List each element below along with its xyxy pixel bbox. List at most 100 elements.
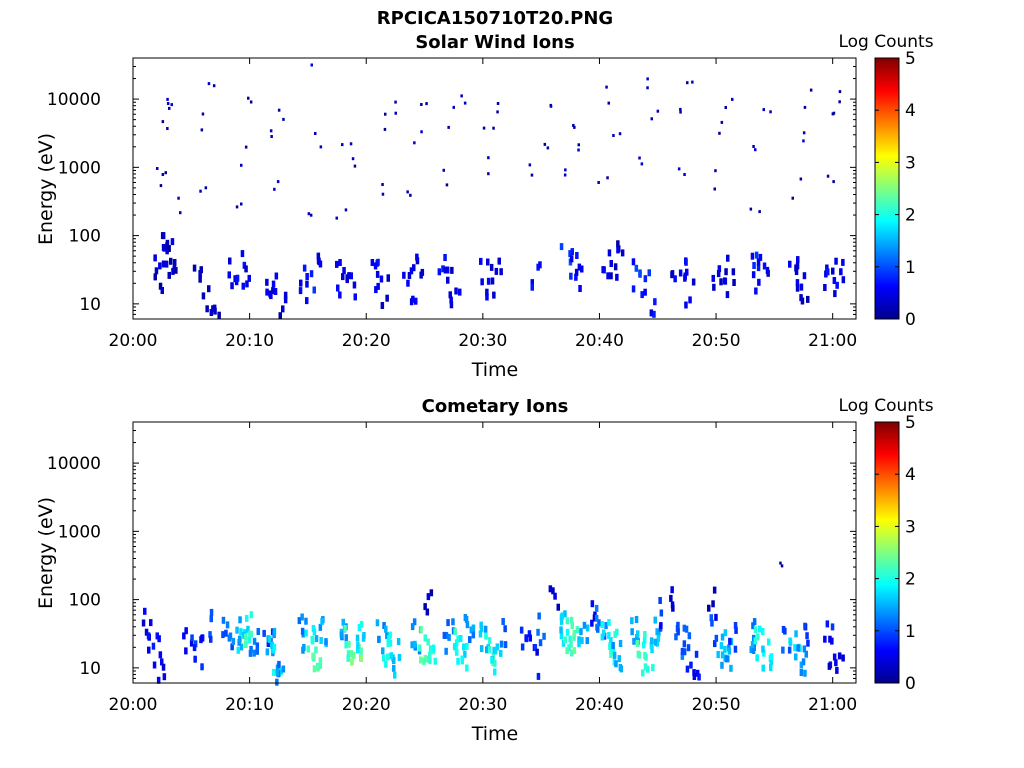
heatmap-cell [353,164,357,168]
heatmap-cell [638,269,642,277]
heatmap-cell [244,145,248,149]
heatmap-cell [720,661,724,669]
heatmap-cell [559,632,564,640]
heatmap-cell [590,600,595,608]
heatmap-cell [732,279,736,286]
heatmap-cell [146,632,151,640]
heatmap-cell [832,111,836,115]
heatmap-cell [274,272,279,280]
heatmap-cell [425,608,430,616]
heatmap-cell [442,631,447,639]
heatmap-cell [799,661,804,669]
heatmap-cell [825,264,829,272]
heatmap-cell [228,257,232,265]
heatmap-cell [832,653,837,661]
heatmap-cell [549,104,553,108]
heatmap-cell [278,312,282,320]
colorbar-tick-label: 2 [905,206,916,226]
heatmap-cell [597,619,601,627]
heatmap-cell [496,110,499,114]
heatmap-cell [160,658,164,666]
heatmap-cell [720,120,724,124]
heatmap-cell [635,634,639,641]
x-tick-label: 20:00 [109,695,158,715]
heatmap-cell [426,593,431,601]
heatmap-cell [265,288,269,296]
heatmap-cell [769,653,774,661]
heatmap-cell [642,636,647,644]
heatmap-cell [575,626,580,634]
heatmap-cell [799,283,804,291]
heatmap-cell [413,141,416,145]
heatmap-cell [649,642,654,650]
heatmap-cell [198,270,202,277]
heatmap-cell [272,627,277,635]
heatmap-cell [618,132,622,136]
heatmap-cell [680,652,685,660]
heatmap-cell [242,261,247,269]
heatmap-cell [412,618,417,626]
colorbar-tick-label: 3 [905,517,916,537]
heatmap-cell [604,622,608,629]
heatmap-cell [339,631,344,639]
heatmap-cell [276,180,280,184]
x-tick-label: 20:30 [458,695,507,715]
heatmap-cell [769,657,773,665]
heatmap-cell [306,645,310,653]
heatmap-cell [716,270,721,278]
heatmap-cell [386,640,390,647]
heatmap-cell [305,273,309,280]
heatmap-cell [314,646,318,654]
x-tick-label: 20:40 [575,331,624,351]
heatmap-cell [616,240,620,248]
heatmap-cell [228,632,233,640]
heatmap-cell [394,100,397,104]
heatmap-cell [448,291,452,299]
heatmap-cell [794,653,798,661]
heatmap-cell [616,246,620,254]
heatmap-cell [429,589,434,597]
heatmap-cell [192,644,197,652]
heatmap-cell [255,647,259,655]
heatmap-cell [240,163,243,167]
heatmap-cell [420,103,423,106]
heatmap-cell [679,110,682,114]
heatmap-cell [761,645,765,653]
y-tick-label: 100 [69,227,101,247]
x-tick-label: 20:00 [109,331,158,351]
heatmap-cell [478,630,483,638]
heatmap-cell [192,264,197,272]
colorbar-tick-label: 1 [905,258,916,278]
heatmap-cell [686,644,691,652]
heatmap-cell [569,640,573,648]
x-axis: 20:00 20:10 20:20 20:30 20:40 20:50 21:00 [109,422,857,715]
heatmap-cell [449,301,454,309]
heatmap-cell [471,631,476,639]
heatmap-cell [153,254,157,262]
heatmap-cell [780,564,784,568]
heatmap-cell [249,100,253,104]
heatmap-cell [787,646,792,654]
heatmap-cell [167,271,171,279]
heatmap-cell [692,669,696,677]
x-tick-label: 20:50 [692,695,741,715]
heatmap-cell [277,108,281,112]
heatmap-cell [388,631,392,639]
heatmap-cell [245,280,249,288]
heatmap-cell [221,616,226,624]
heatmap-cell [559,243,564,251]
heatmap-cell [711,274,715,282]
heatmap-cell [238,616,242,624]
heatmap-cell [805,632,809,640]
heatmap-cell [607,101,610,105]
heatmap-cell [320,617,324,625]
heatmap-cell [243,633,248,641]
heatmap-cell [305,280,309,288]
heatmap-cell [733,645,738,653]
figure-title: RPCICA150710T20.PNG [377,8,613,29]
heatmap-cell [835,281,839,289]
heatmap-cell [585,637,589,645]
heatmap-cell [230,643,234,651]
heatmap-cell [479,625,484,633]
heatmap-cell [486,258,490,266]
